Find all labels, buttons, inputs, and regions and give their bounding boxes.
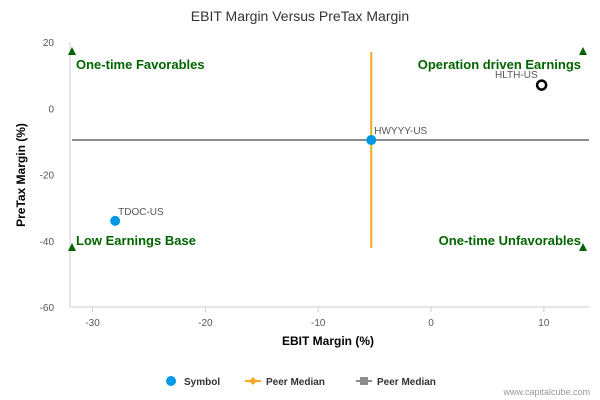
quadrant-bottom-left-label: Low Earnings Base [76, 233, 196, 248]
arrow-up-icon [579, 47, 587, 55]
legend-item-symbol[interactable]: Symbol [166, 376, 220, 388]
chart-title: EBIT Margin Versus PreTax Margin [191, 8, 409, 24]
plot-area [69, 42, 589, 308]
legend-peer-median-label: Peer Median [377, 377, 436, 388]
y-tick-label: -40 [40, 237, 55, 248]
data-point-label: TDOC-US [118, 207, 164, 218]
data-point[interactable] [535, 79, 548, 91]
legend-peer-median-label: Peer Median [266, 377, 325, 388]
legend-symbol-marker [166, 376, 176, 386]
x-axis-title: EBIT Margin (%) [282, 334, 374, 348]
data-point[interactable] [110, 215, 121, 226]
x-tick-label: -20 [198, 318, 213, 329]
y-axis-title: PreTax Margin (%) [14, 123, 28, 227]
y-tick-label: 20 [43, 38, 55, 49]
quadrant-bottom-right-label: One-time Unfavorables [439, 233, 581, 248]
diamond-icon [249, 377, 257, 385]
quadrant-top-right-label: Operation driven Earnings [418, 57, 581, 72]
x-tick-label: -30 [85, 318, 100, 329]
data-point[interactable] [366, 135, 377, 146]
quadrant-labels: One-time Favorables Operation driven Ear… [76, 57, 581, 248]
y-tick-label: -20 [40, 171, 55, 182]
arrow-up-icon [579, 243, 587, 251]
square-icon [360, 377, 368, 385]
x-tick-label: 0 [428, 318, 434, 329]
y-axis-ticks: -60 -40 -20 0 20 [40, 38, 55, 314]
legend-item-peer-median-horizontal[interactable]: Peer Median [356, 377, 436, 388]
peer-median-lines [72, 52, 589, 249]
credit-text: www.capitalcube.com [502, 387, 590, 397]
x-tick-label: -10 [311, 318, 326, 329]
arrow-up-icon [68, 47, 76, 55]
x-axis-ticks: -30 -20 -10 0 10 [85, 307, 550, 329]
y-tick-label: 0 [48, 104, 54, 115]
legend-symbol-label: Symbol [184, 377, 220, 388]
arrow-up-icon [68, 243, 76, 251]
data-point-label: HWYYY-US [374, 126, 427, 137]
data-point-label: HLTH-US [495, 70, 538, 81]
legend[interactable]: Symbol Peer Median Peer Median [166, 376, 436, 388]
legend-item-peer-median-vertical[interactable]: Peer Median [245, 377, 325, 388]
quadrant-top-left-label: One-time Favorables [76, 57, 205, 72]
data-points: HWYYY-US HLTH-US TDOC-US [110, 70, 548, 226]
y-tick-label: -60 [40, 303, 55, 314]
x-tick-label: 10 [538, 318, 550, 329]
quadrant-arrows [68, 47, 587, 251]
